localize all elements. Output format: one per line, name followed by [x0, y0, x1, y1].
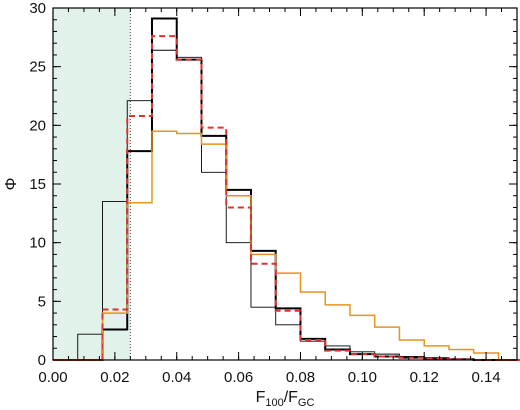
y-tick-label: 5 [38, 293, 46, 310]
x-tick-label: 0.02 [100, 369, 129, 386]
y-tick-label: 10 [29, 235, 46, 252]
x-tick-label: 0.08 [286, 369, 315, 386]
x-tick-label: 0.00 [38, 369, 67, 386]
shaded-region [53, 8, 131, 360]
y-tick-label: 25 [29, 59, 46, 76]
ticks-layer: 0.00 0.02 0.04 0.06 0.08 0.10 0.12 0.14 0 5 10 15 20… [29, 0, 518, 386]
x-axis-title-slash: /F [284, 389, 298, 406]
x-tick-label: 0.10 [348, 369, 377, 386]
x-axis-title-sub1: 100 [265, 397, 283, 409]
series-layer [53, 17, 520, 361]
histogram-series-1 [53, 49, 520, 361]
x-tick-label: 0.04 [162, 369, 191, 386]
x-tick-label: 0.06 [224, 369, 253, 386]
y-tick-label: 0 [38, 352, 46, 369]
histogram-series-4 [53, 35, 520, 361]
y-tick-label: 30 [29, 0, 46, 17]
x-axis-title-main: F [256, 389, 266, 406]
y-tick-label: 20 [29, 117, 46, 134]
y-tick-label: 15 [29, 176, 46, 193]
histogram-series-3 [53, 130, 520, 361]
x-axis-title: F100/FGC [256, 389, 315, 409]
x-axis-title-sub2: GC [298, 397, 315, 409]
x-tick-label: 0.12 [410, 369, 439, 386]
x-tick-label: 0.14 [471, 369, 500, 386]
y-axis-title: Φ [3, 178, 20, 191]
